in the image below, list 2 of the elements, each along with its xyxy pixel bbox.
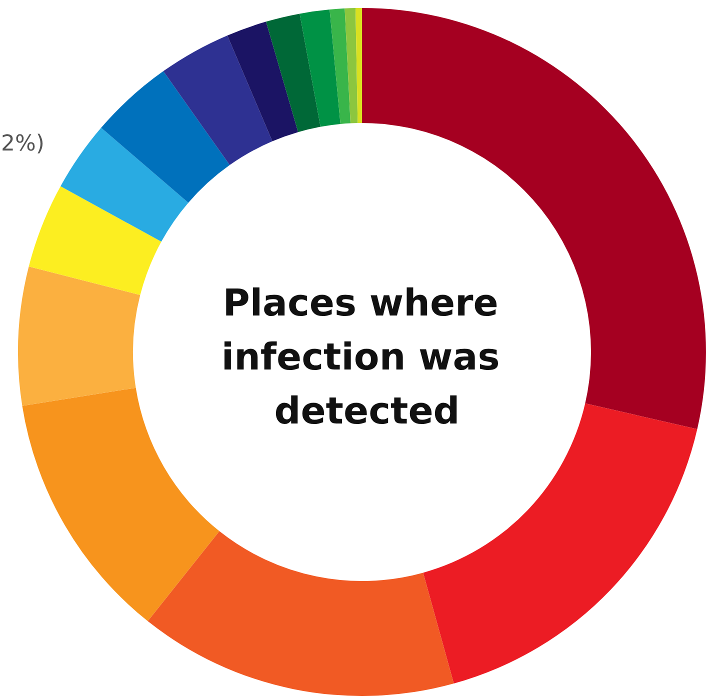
- text: Places where infection was detected: [221, 282, 513, 432]
- text: 2%): [1, 132, 44, 156]
